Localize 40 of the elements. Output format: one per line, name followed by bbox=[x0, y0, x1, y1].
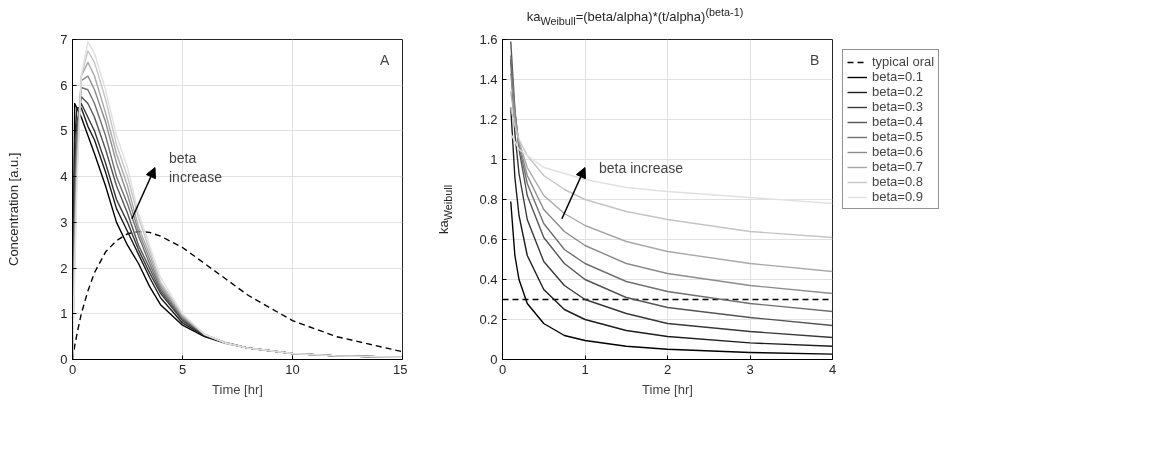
legend-label: typical oral bbox=[872, 54, 935, 69]
y-tick-label: 3 bbox=[60, 214, 68, 230]
y-axis-title: Concentration [a.u.] bbox=[5, 152, 22, 266]
y-tick-label: 1.6 bbox=[479, 32, 498, 47]
y-tick-label: 6 bbox=[60, 77, 68, 93]
y-tick-label: 1.2 bbox=[479, 112, 498, 127]
y-tick-label: 2 bbox=[60, 260, 68, 276]
annotation: beta increase bbox=[599, 159, 684, 176]
annotation: beta increase bbox=[169, 149, 223, 186]
y-tick-label: 4 bbox=[60, 169, 68, 185]
x-tick-label: 10 bbox=[285, 361, 300, 377]
x-tick-label: 5 bbox=[178, 361, 187, 377]
legend-label: beta=0.5 bbox=[872, 129, 923, 144]
y-tick-label: 1 bbox=[490, 152, 498, 167]
legend-label: beta=0.9 bbox=[872, 189, 923, 204]
x-tick-label: 2 bbox=[663, 361, 672, 377]
legend-label: beta=0.6 bbox=[872, 144, 923, 159]
y-tick-label: 0.4 bbox=[479, 272, 498, 287]
x-axis-title: Time [hr] bbox=[212, 381, 263, 397]
legend-label: beta=0.3 bbox=[872, 99, 923, 114]
y-tick-label: 5 bbox=[60, 123, 68, 139]
x-tick-label: 1 bbox=[581, 361, 589, 377]
annotation: B bbox=[809, 52, 820, 69]
y-tick-label: 1.4 bbox=[479, 72, 498, 87]
legend-label: beta=0.8 bbox=[872, 174, 923, 189]
legend-label: beta=0.7 bbox=[872, 159, 923, 174]
annotation: A bbox=[379, 52, 390, 69]
y-tick-label: 0.6 bbox=[479, 232, 498, 247]
y-tick-label: 0.8 bbox=[479, 192, 498, 207]
x-tick-label: 3 bbox=[746, 361, 754, 377]
x-tick-label: 4 bbox=[828, 361, 837, 377]
legend-label: beta=0.2 bbox=[872, 84, 923, 99]
legend-label: beta=0.1 bbox=[872, 69, 923, 84]
legend-label: beta=0.4 bbox=[872, 114, 923, 129]
y-tick-label: 7 bbox=[60, 32, 68, 47]
chart-title: ka$_{Weibull}$=(beta/alpha)*(t/alpha)$^{(beta-1)}$ bbox=[526, 5, 744, 29]
x-axis-title: Time [hr] bbox=[642, 381, 693, 397]
y-tick-label: 0.2 bbox=[479, 312, 498, 327]
x-tick-label: 15 bbox=[393, 361, 408, 377]
y-tick-label: 1 bbox=[60, 306, 68, 322]
